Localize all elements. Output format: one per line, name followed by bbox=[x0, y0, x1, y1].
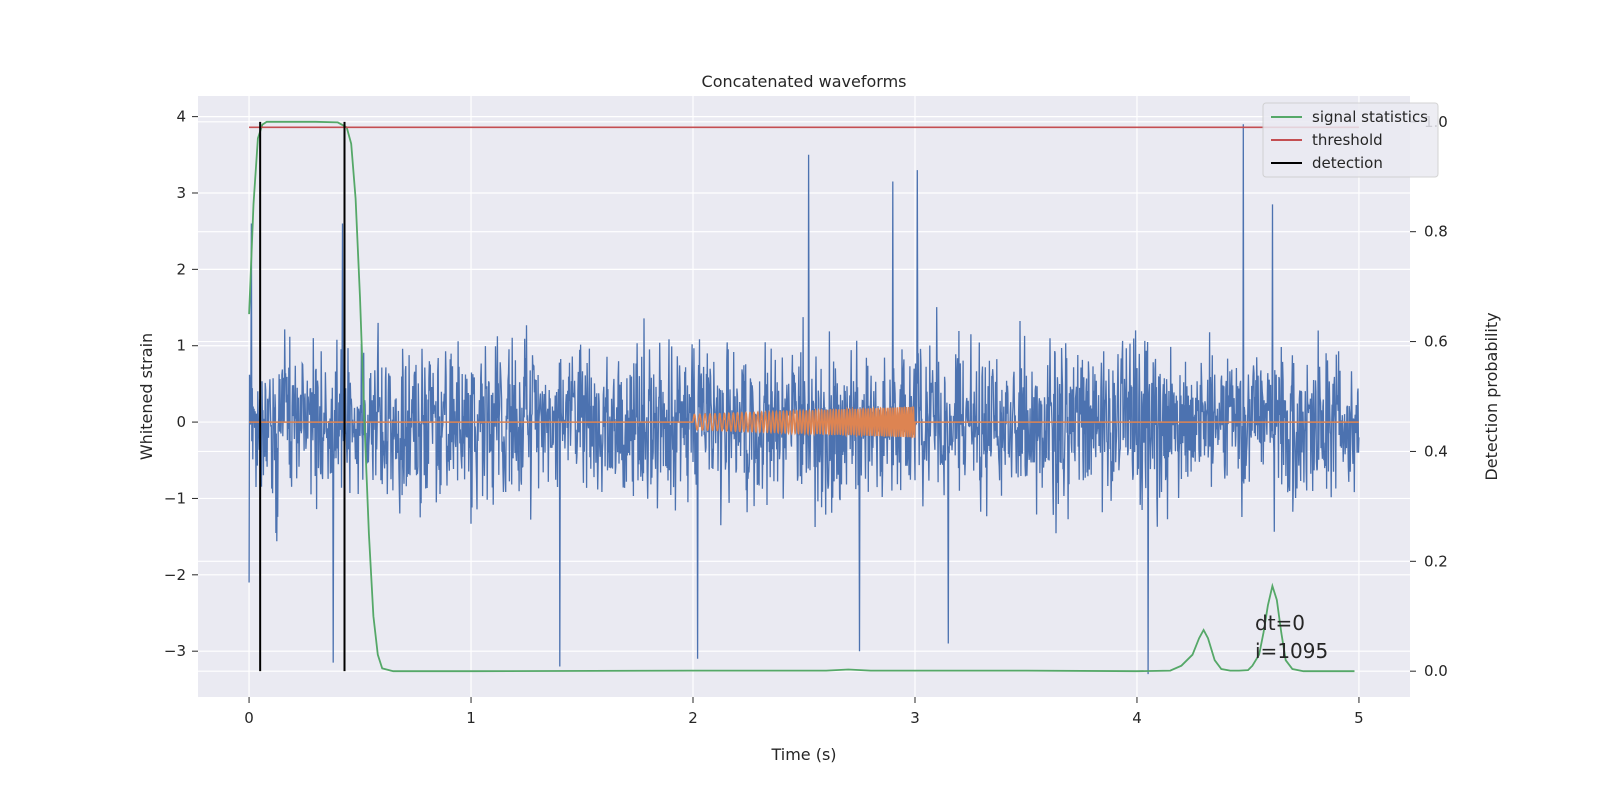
y-left-tick-label: 3 bbox=[176, 184, 186, 202]
legend-entry-threshold: threshold bbox=[1312, 131, 1383, 149]
strain-series bbox=[248, 124, 1360, 675]
annotation-index: i=1095 bbox=[1255, 639, 1328, 663]
y-left-tick-label: 1 bbox=[176, 337, 186, 355]
x-tick-label: 4 bbox=[1132, 709, 1142, 727]
injection-line bbox=[249, 406, 1359, 439]
legend-box bbox=[1262, 102, 1439, 178]
y-left-tick-label: −2 bbox=[164, 566, 186, 584]
signal-statistics-line bbox=[248, 120, 1355, 673]
annotation: dt=0 i=1095 bbox=[1255, 611, 1328, 663]
y-right-tick-label: 0.6 bbox=[1424, 333, 1448, 351]
y-axis-left-label: Whitened strain bbox=[137, 333, 156, 460]
y-left-tick-label: 2 bbox=[176, 260, 186, 278]
y-left-tick-label: 0 bbox=[176, 413, 186, 431]
legend-entry-detection: detection bbox=[1312, 154, 1383, 172]
y-right-tick-label: 0.2 bbox=[1424, 552, 1448, 570]
strain-line bbox=[248, 124, 1360, 675]
x-tick-label: 2 bbox=[688, 709, 698, 727]
y-right-tick-label: 0.0 bbox=[1424, 662, 1448, 680]
y-axis-right-label: Detection probability bbox=[1482, 312, 1501, 480]
signal-statistics-series bbox=[248, 120, 1355, 673]
x-tick-label: 1 bbox=[466, 709, 476, 727]
legend-entry-signal-statistics: signal statistics bbox=[1312, 108, 1428, 126]
annotation-dt: dt=0 bbox=[1255, 611, 1305, 635]
x-axis-label: Time (s) bbox=[770, 745, 836, 764]
injection-series bbox=[249, 406, 1359, 439]
chart-title: Concatenated waveforms bbox=[702, 72, 907, 91]
x-tick-label: 0 bbox=[244, 709, 254, 727]
y-left-tick-label: 4 bbox=[176, 108, 186, 126]
legend: signal statistics threshold detection bbox=[1262, 102, 1439, 178]
y-right-tick-label: 0.4 bbox=[1424, 442, 1448, 460]
detection-series bbox=[259, 121, 346, 672]
x-tick-label: 5 bbox=[1354, 709, 1364, 727]
x-tick-label: 3 bbox=[910, 709, 920, 727]
y-left-tick-label: −3 bbox=[164, 642, 186, 660]
y-right-tick-label: 0.8 bbox=[1424, 223, 1448, 241]
y-left-tick-label: −1 bbox=[164, 489, 186, 507]
